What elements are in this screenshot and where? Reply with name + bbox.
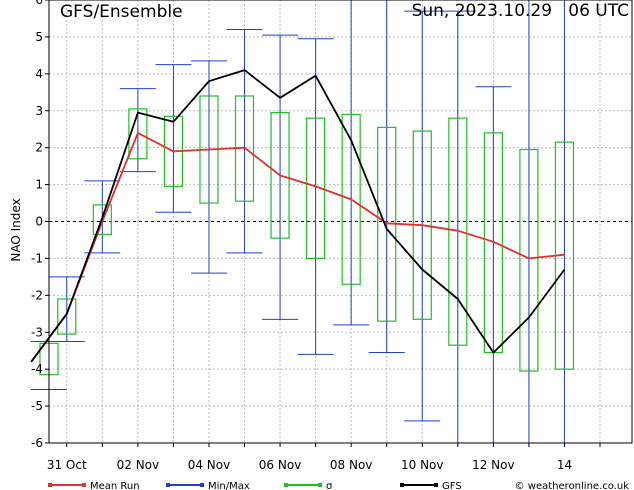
y-tick-label: 1: [35, 178, 43, 192]
y-tick-label: 2: [35, 141, 43, 155]
minmax-whisker: [226, 29, 263, 254]
y-tick-label: 6: [35, 0, 43, 7]
sigma-box: [128, 108, 148, 160]
legend-gfs: GFS: [400, 481, 462, 490]
minmax-whisker: [297, 38, 334, 355]
sigma-box: [341, 113, 361, 285]
y-ticks: -6 -5 -4 -3 -2 -1 0 1 2 3 4 5 6: [31, 0, 49, 450]
sigma-box: [57, 298, 77, 335]
series-lines: [30, 69, 566, 363]
x-tick-label: 10 Nov: [401, 458, 444, 472]
x-tick-label: 31 Oct: [47, 458, 87, 472]
run-timestamp: Sun, 2023.10.29 06 UTC: [412, 1, 629, 21]
credit-text: © weatheronline.co.uk: [515, 481, 630, 490]
x-tick-label: 04 Nov: [188, 458, 231, 472]
y-tick-label: -1: [31, 251, 43, 265]
sigma-box: [306, 117, 326, 260]
legend-mean-label: Mean Run: [90, 481, 140, 490]
legend-minmax: Min/Max: [166, 481, 250, 490]
y-tick-label: 3: [35, 104, 43, 118]
y-tick-label: -2: [31, 288, 43, 302]
y-tick-label: -6: [31, 436, 43, 450]
minmax-whisker: [439, 10, 476, 443]
y-tick-label: -4: [31, 362, 43, 376]
minmax-whisker: [404, 10, 441, 422]
minmax-whisker: [475, 86, 512, 443]
legend-minmax-label: Min/Max: [208, 481, 250, 490]
x-tick-label: 12 Nov: [472, 458, 515, 472]
y-tick-label: 5: [35, 30, 43, 44]
minmax-whisker: [119, 88, 156, 173]
legend-mean: Mean Run: [48, 481, 140, 490]
y-tick-label: 0: [35, 215, 43, 229]
plot-frame: [48, 0, 633, 444]
y-tick-label: -5: [31, 399, 43, 413]
sigma-box: [270, 111, 290, 239]
legend-gfs-label: GFS: [442, 481, 462, 490]
x-tick-label: 14: [557, 458, 572, 472]
minmax-whisker: [155, 64, 192, 213]
gfs-line: [30, 69, 566, 363]
minmax-whisker: [368, 0, 405, 354]
x-tick-label: 06 Nov: [259, 458, 302, 472]
legend: Mean Run Min/Max σ GFS © weatheronline.c…: [48, 481, 629, 490]
y-axis-label: NAO Index: [9, 198, 23, 261]
chart-title: GFS/Ensemble: [60, 2, 183, 22]
sigma-box: [92, 204, 112, 236]
grid: [49, 0, 632, 444]
mean-run-line: [30, 131, 565, 363]
x-tick-label: 08 Nov: [330, 458, 373, 472]
minmax-whisker: [190, 60, 227, 274]
sigma-box: [448, 117, 468, 346]
y-tick-label: -3: [31, 325, 43, 339]
minmax-whisker: [48, 276, 85, 342]
x-tick-label: 02 Nov: [117, 458, 160, 472]
x-ticks: 31 Oct 02 Nov 04 Nov 06 Nov 08 Nov 10 Nov 12 N…: [47, 443, 601, 472]
legend-sigma: σ: [284, 481, 333, 490]
minmax-whisker: [262, 34, 299, 320]
y-tick-label: 4: [35, 67, 43, 81]
legend-sigma-label: σ: [326, 481, 333, 490]
sigma-box: [519, 148, 539, 372]
minmax-whisker: [333, 0, 370, 326]
